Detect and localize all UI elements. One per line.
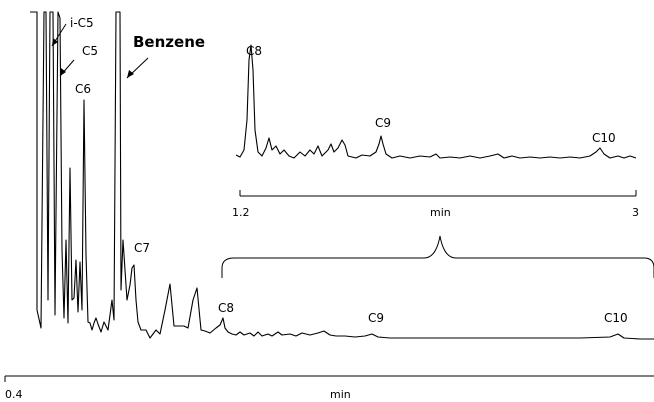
inset-x-axis-label: min: [430, 206, 451, 219]
label-c6: C6: [75, 82, 91, 96]
main-x-axis-label: min: [330, 388, 351, 401]
label-c9-inset: C9: [375, 116, 391, 130]
label-c7: C7: [134, 241, 150, 255]
label-c9-main: C9: [368, 311, 384, 325]
arrowhead-benzene: [127, 70, 134, 78]
label-c10-inset: C10: [592, 131, 616, 145]
main-chromatogram-trace: [30, 11, 654, 340]
label-c10-main: C10: [604, 311, 628, 325]
inset-x-tick-label-end: 3: [632, 206, 639, 219]
label-c8-inset: C8: [246, 44, 262, 58]
arrowhead-c5: [60, 68, 66, 76]
label-i-c5: i-C5: [70, 16, 94, 30]
inset-x-tick-label-start: 1.2: [232, 206, 250, 219]
label-c8-main: C8: [218, 301, 234, 315]
zoom-brace: [221, 235, 654, 278]
inset-chromatogram-trace: [235, 44, 637, 159]
label-benzene: Benzene: [133, 33, 205, 51]
arrowhead-i-c5: [52, 38, 58, 46]
main-x-tick-label-start: 0.4: [5, 388, 23, 401]
label-c5: C5: [82, 44, 98, 58]
